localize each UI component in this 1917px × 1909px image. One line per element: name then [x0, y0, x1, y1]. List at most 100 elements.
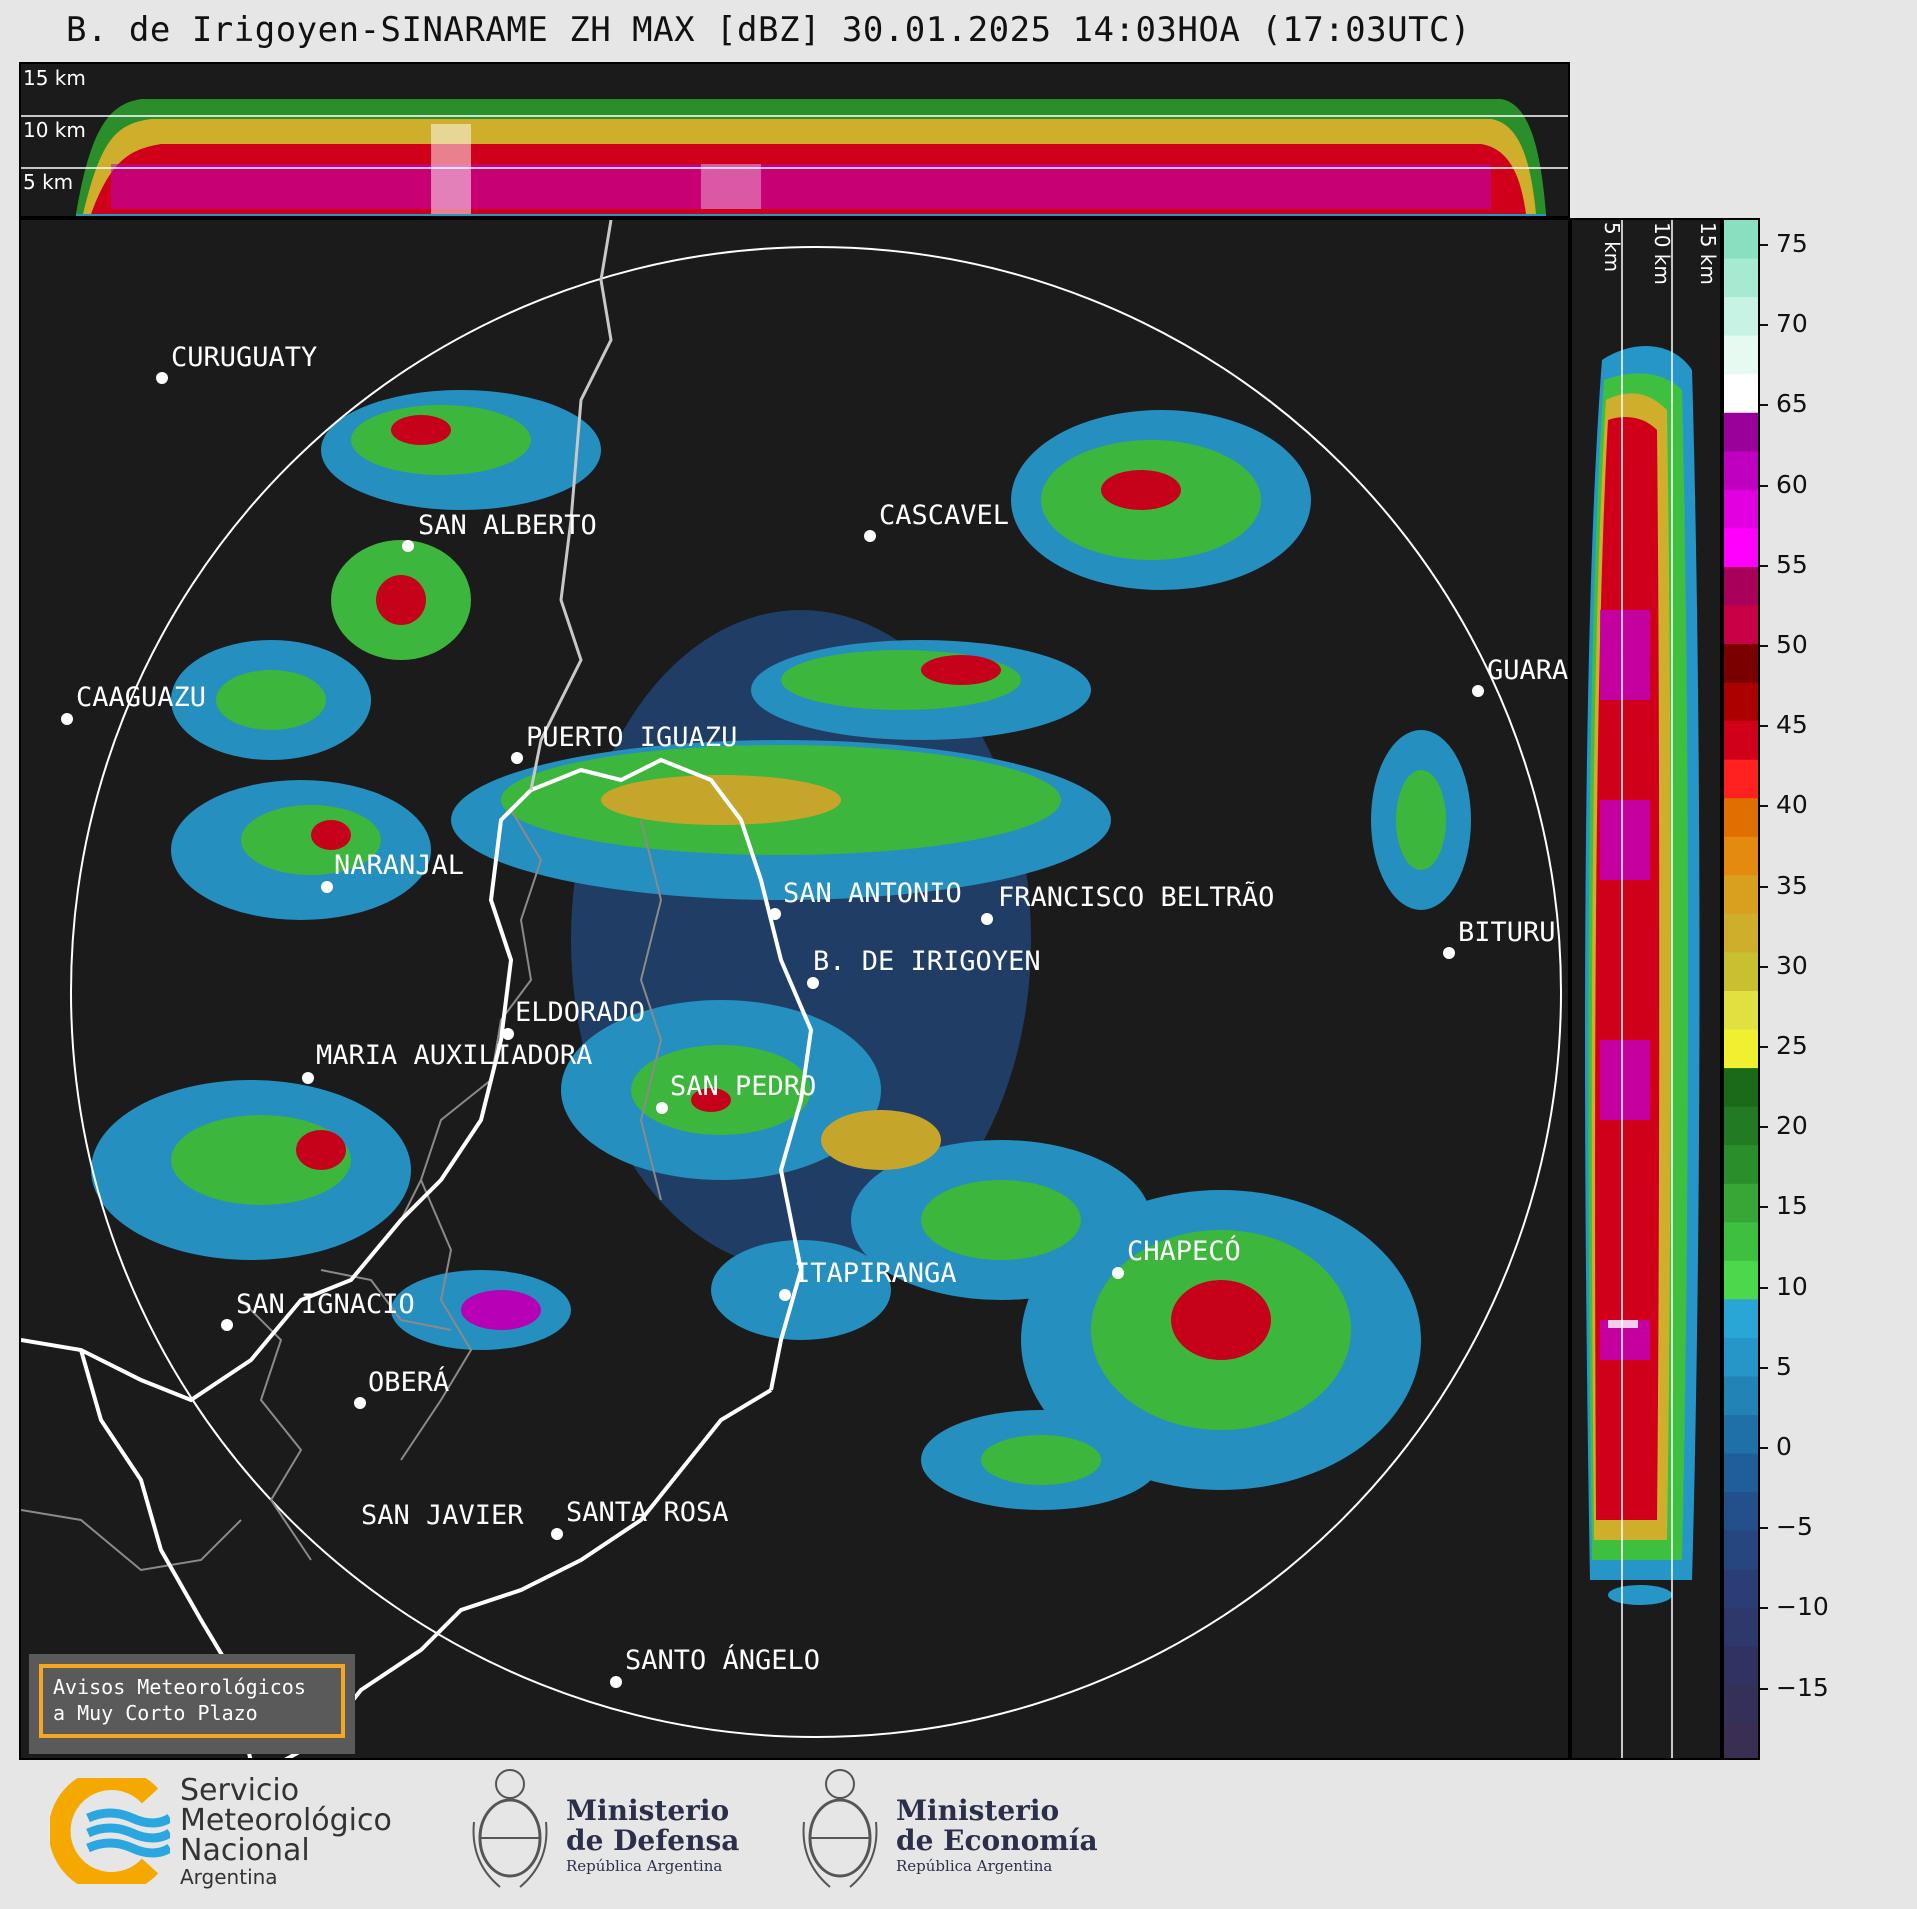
city-label-caaguazu: CAAGUAZU	[76, 682, 207, 713]
colorbar-tick-label: 35	[1776, 870, 1808, 900]
defensa-line-1: Ministerio	[566, 1794, 730, 1827]
aviso-box: Avisos Meteorológicos a Muy Corto Plazo	[29, 1654, 355, 1754]
city-label-bituru: BITURU	[1458, 917, 1556, 948]
height-label-10km: 10 km	[23, 118, 86, 142]
height-label-15km: 15 km	[23, 66, 86, 90]
colorbar-segment	[1724, 875, 1758, 915]
colorbar-tick-label: 65	[1776, 389, 1808, 419]
economia-logo-text: Ministerio de Economía República Argenti…	[896, 1796, 1098, 1876]
colorbar-segment	[1724, 1337, 1758, 1377]
side-height-label-10km: 10 km	[1650, 222, 1674, 285]
city-label-naranjal: NARANJAL	[334, 850, 465, 881]
city-label-san-ignacio: SAN IGNACIO	[236, 1289, 415, 1320]
colorbar-segment	[1724, 1222, 1758, 1262]
smn-line-4: Argentina	[180, 1865, 278, 1889]
defensa-line-2: de Defensa	[566, 1824, 740, 1857]
city-label-puerto-iguazu: PUERTO IGUAZU	[526, 722, 738, 753]
defensa-line-3: República Argentina	[566, 1857, 723, 1875]
colorbar-tick-label: 15	[1776, 1191, 1808, 1221]
colorbar-segment	[1724, 798, 1758, 838]
city-label-san-pedro: SAN PEDRO	[670, 1071, 817, 1102]
city-label-santa-rosa: SANTA ROSA	[566, 1497, 729, 1528]
colorbar-tick-label: 0	[1776, 1432, 1792, 1461]
map-title: B. de Irigoyen-SINARAME ZH MAX [dBZ] 30.…	[66, 10, 1471, 50]
province-boundaries	[21, 809, 663, 1572]
economia-line-3: República Argentina	[896, 1857, 1053, 1875]
colorbar-segment	[1724, 1106, 1758, 1146]
dbz-colorbar	[1722, 218, 1760, 1760]
city-label-eldorado: ELDORADO	[515, 997, 646, 1028]
aviso-line-2: a Muy Corto Plazo	[53, 1701, 258, 1725]
colorbar-segment	[1724, 1299, 1758, 1339]
colorbar-tick-label: 75	[1776, 229, 1808, 258]
smn-logo-text: Servicio Meteorológico Nacional Argentin…	[180, 1773, 392, 1889]
aviso-frame: Avisos Meteorológicos a Muy Corto Plazo	[39, 1664, 345, 1738]
radar-map-panel[interactable]: CURUGUATY SAN ALBERTO CASCAVEL CAAGUAZU …	[19, 218, 1570, 1760]
colorbar-segment	[1724, 1260, 1758, 1300]
colorbar-segment	[1724, 836, 1758, 876]
smn-line-3: Nacional	[180, 1833, 310, 1868]
radar-map-graphic	[21, 220, 1562, 1758]
colorbar-segment	[1724, 1684, 1758, 1724]
colorbar-segment	[1724, 605, 1758, 645]
argentina-coat-of-arms-icon	[472, 1769, 548, 1888]
radar-range-ring	[70, 246, 1562, 1738]
colorbar-segment	[1724, 412, 1758, 452]
colorbar-segment	[1724, 721, 1758, 761]
city-label-curuguaty: CURUGUATY	[171, 342, 318, 373]
colorbar-segment	[1724, 1607, 1758, 1647]
colorbar-tick-label: 60	[1776, 469, 1808, 499]
city-label-francisco-beltrao: FRANCISCO BELTRÃO	[998, 882, 1275, 913]
side-height-label-5km: 5 km	[1600, 222, 1624, 273]
colorbar-segment	[1724, 1376, 1758, 1416]
colorbar-segment	[1724, 297, 1758, 337]
colorbar-segment	[1724, 1492, 1758, 1532]
paraguay-brazil-border	[529, 220, 613, 791]
colorbar-segment	[1724, 913, 1758, 953]
city-label-itapiranga: ITAPIRANGA	[794, 1258, 957, 1289]
colorbar-tick-label: 10	[1776, 1271, 1808, 1301]
colorbar-segment	[1724, 258, 1758, 298]
side-profile-graphic	[1585, 220, 1700, 1758]
colorbar-segment	[1724, 682, 1758, 722]
colorbar-tick-label: 25	[1776, 1031, 1808, 1060]
smn-line-1: Servicio	[180, 1773, 300, 1808]
colorbar-segment	[1724, 374, 1758, 414]
colorbar-tick-label: 20	[1776, 1111, 1808, 1141]
city-label-guara: GUARA	[1487, 655, 1569, 686]
colorbar-tick-label: −10	[1776, 1592, 1829, 1622]
colorbar-tick-label: 50	[1776, 630, 1808, 659]
top-profile-graphic	[21, 99, 1568, 216]
city-label-santo-angelo: SANTO ÁNGELO	[625, 1645, 821, 1676]
colorbar-segment	[1724, 1453, 1758, 1493]
city-label-maria-auxiliadora: MARIA AUXILIADORA	[316, 1040, 593, 1071]
defensa-logo-text: Ministerio de Defensa República Argentin…	[566, 1796, 739, 1876]
colorbar-segment	[1724, 1183, 1758, 1223]
colorbar-tick-label: 45	[1776, 710, 1808, 740]
city-label-obera: OBERÁ	[368, 1367, 450, 1398]
colorbar-segment	[1724, 1068, 1758, 1108]
colorbar-segment	[1724, 1530, 1758, 1570]
city-label-cascavel: CASCAVEL	[879, 500, 1010, 531]
colorbar-segment	[1724, 489, 1758, 529]
colorbar-segment	[1724, 566, 1758, 606]
colorbar-tick-label: 30	[1776, 950, 1808, 980]
smn-line-2: Meteorológico	[180, 1803, 392, 1838]
aviso-line-1: Avisos Meteorológicos	[53, 1675, 306, 1699]
reflectivity-echoes	[91, 390, 1471, 1510]
city-label-chapeco: CHAPECÓ	[1127, 1236, 1241, 1267]
colorbar-segment	[1724, 528, 1758, 568]
colorbar-graphic	[1724, 220, 1758, 1758]
height-label-5km: 5 km	[23, 170, 74, 194]
colorbar-segment	[1724, 1145, 1758, 1185]
colorbar-segment	[1724, 1029, 1758, 1069]
colorbar-segment	[1724, 335, 1758, 375]
city-label-san-alberto: SAN ALBERTO	[418, 510, 597, 541]
top-height-profile-panel: 15 km 10 km 5 km	[19, 62, 1570, 218]
colorbar-tick-label: 40	[1776, 790, 1808, 820]
colorbar-tick-label: −5	[1776, 1512, 1813, 1542]
side-height-profile-panel: 5 km 10 km 15 km	[1570, 218, 1722, 1760]
smn-logo-icon	[50, 1778, 170, 1884]
colorbar-segment	[1724, 220, 1758, 260]
economia-line-1: Ministerio	[896, 1794, 1060, 1827]
